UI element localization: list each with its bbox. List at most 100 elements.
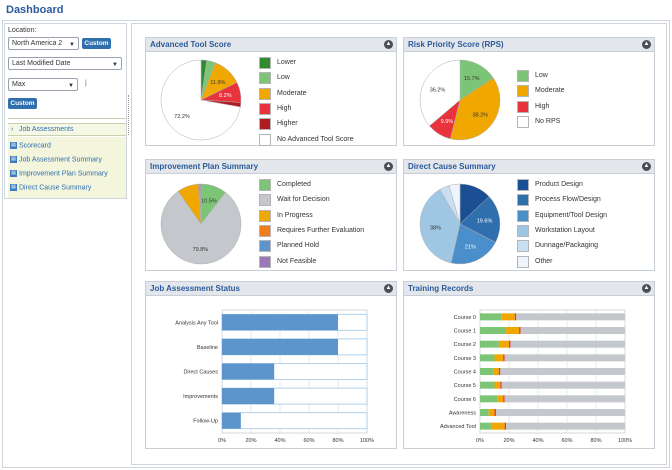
bar-segment[interactable] bbox=[480, 368, 494, 375]
bar-segment[interactable] bbox=[506, 327, 520, 334]
bar-segment[interactable] bbox=[488, 409, 495, 416]
direct-cause-panel: Direct Cause Summary ▲ 19.6% 21% 38% Produ… bbox=[403, 159, 655, 271]
bar-segment[interactable] bbox=[494, 354, 504, 362]
title-bar: Dashboard bbox=[0, 0, 672, 20]
bar-segment[interactable] bbox=[501, 381, 625, 389]
chevron-down-icon: ▼ bbox=[68, 83, 74, 89]
pie-slice[interactable] bbox=[160, 59, 241, 141]
location-select[interactable]: North America 2 ▼ bbox=[8, 37, 79, 50]
panel-title: Advanced Tool Score bbox=[150, 40, 232, 49]
panel-splitter[interactable] bbox=[128, 95, 130, 135]
pie-slice[interactable] bbox=[419, 59, 461, 127]
location-custom-button[interactable]: Custom bbox=[82, 38, 111, 49]
bar-segment[interactable] bbox=[493, 368, 499, 375]
bar[interactable] bbox=[222, 412, 241, 429]
bar-segment[interactable] bbox=[500, 368, 625, 375]
nav-item-scorecard[interactable]: ▤ Scorecard bbox=[10, 142, 51, 153]
bar[interactable] bbox=[222, 363, 275, 380]
legend-label: Workstation Layout bbox=[535, 226, 595, 234]
training-records-panel: Training Records ▲ 0% 20% 40% 60% 80% 100% Cou… bbox=[403, 281, 655, 449]
bar-segment[interactable] bbox=[480, 340, 499, 348]
panel-title: Job Assessment Status bbox=[150, 284, 240, 293]
bar-segment[interactable] bbox=[504, 354, 625, 362]
pie-slice[interactable] bbox=[448, 183, 461, 225]
legend-swatch bbox=[259, 102, 271, 115]
pie-slice[interactable] bbox=[199, 183, 202, 225]
nav-item-improvement-plan-summary[interactable]: ▤ Improvement Plan Summary bbox=[10, 170, 108, 181]
bar-segment[interactable] bbox=[501, 313, 515, 321]
bar-segment[interactable] bbox=[497, 395, 504, 403]
bar-segment[interactable] bbox=[495, 409, 625, 416]
bar-segment[interactable] bbox=[520, 327, 625, 334]
collapse-icon[interactable]: ▲ bbox=[384, 284, 393, 293]
y-tick-label: Course 2 bbox=[454, 342, 476, 348]
date-type-value: Last Modified Date bbox=[12, 60, 71, 67]
bar-segment[interactable] bbox=[506, 422, 625, 430]
bar-segment[interactable] bbox=[480, 313, 502, 321]
report-icon: ▤ bbox=[10, 142, 17, 149]
x-tick-label: 80% bbox=[590, 438, 601, 444]
date-type-select[interactable]: Last Modified Date ▼ bbox=[8, 57, 122, 70]
bar-segment[interactable] bbox=[503, 395, 505, 403]
y-tick-label: Analysis Any Tool bbox=[175, 320, 218, 326]
bar[interactable] bbox=[222, 388, 275, 405]
collapse-icon[interactable]: ▲ bbox=[384, 162, 393, 171]
pie-slice[interactable] bbox=[449, 77, 501, 141]
bar-segment[interactable] bbox=[498, 368, 501, 375]
collapse-icon[interactable]: ▲ bbox=[384, 40, 393, 49]
legend-label: Moderate bbox=[277, 89, 307, 97]
panel-title: Training Records bbox=[408, 284, 474, 293]
bar-segment[interactable] bbox=[514, 313, 517, 321]
pie-data-label: 15.7% bbox=[464, 76, 480, 82]
bar-segment[interactable] bbox=[480, 381, 495, 389]
bar-segment[interactable] bbox=[494, 409, 496, 416]
collapse-icon[interactable]: ▲ bbox=[642, 40, 651, 49]
nav-item-direct-cause-summary[interactable]: ▤ Direct Cause Summary bbox=[10, 184, 91, 195]
legend-swatch bbox=[259, 87, 271, 100]
bar-segment[interactable] bbox=[504, 422, 507, 430]
chevron-down-icon: ▼ bbox=[69, 42, 75, 48]
bar-segment[interactable] bbox=[494, 381, 501, 389]
nav-section-job-assessments[interactable]: › Job Assessments bbox=[8, 123, 126, 136]
bar-segment[interactable] bbox=[510, 340, 625, 348]
y-tick-label: Improvements bbox=[183, 394, 218, 400]
range-select[interactable]: Max ▼ bbox=[8, 78, 78, 91]
improvement-plan-pie: 10.5% 79.8% bbox=[160, 183, 242, 265]
y-tick-label: Course 1 bbox=[454, 329, 476, 335]
legend-swatch bbox=[517, 209, 529, 222]
bar-segment[interactable] bbox=[480, 327, 507, 334]
nav-item-job-assessment-summary[interactable]: ▤ Job Assessment Summary bbox=[10, 156, 102, 167]
bar-segment[interactable] bbox=[491, 422, 505, 430]
bar-segment[interactable] bbox=[480, 354, 495, 362]
divider bbox=[8, 118, 126, 119]
bar-segment[interactable] bbox=[480, 422, 492, 430]
bar-segment[interactable] bbox=[509, 340, 511, 348]
pie-slice[interactable] bbox=[459, 196, 501, 243]
bar-segment[interactable] bbox=[503, 354, 505, 362]
bar-segment[interactable] bbox=[480, 409, 489, 416]
bar[interactable] bbox=[222, 338, 338, 355]
bar-segment[interactable] bbox=[480, 395, 498, 403]
pie-slice[interactable] bbox=[450, 223, 496, 265]
bar[interactable] bbox=[222, 314, 338, 331]
bar-segment[interactable] bbox=[498, 340, 509, 348]
pie-slice[interactable] bbox=[160, 190, 242, 265]
bar-segment[interactable] bbox=[504, 395, 625, 403]
legend-label: Dunnage/Packaging bbox=[535, 242, 599, 250]
y-tick-label: Awareness bbox=[449, 411, 476, 417]
bar-segment[interactable] bbox=[516, 313, 625, 321]
collapse-icon[interactable]: ▲ bbox=[642, 162, 651, 171]
legend-swatch bbox=[517, 85, 529, 98]
rps-panel: Risk Priority Score (RPS) ▲ 15.7% 38.2% 9.… bbox=[403, 37, 655, 146]
bar-segment[interactable] bbox=[500, 381, 502, 389]
collapse-icon[interactable]: ▲ bbox=[642, 284, 651, 293]
legend-swatch bbox=[259, 133, 271, 146]
job-assessment-status-panel: Job Assessment Status ▲ 0% 20% 40% 60% 80% 10… bbox=[145, 281, 397, 449]
legend-label: No Advanced Tool Score bbox=[277, 135, 354, 143]
bar-segment[interactable] bbox=[519, 327, 521, 334]
y-tick-label: Direct Causes bbox=[183, 370, 218, 376]
nav-item-label: Job Assessment Summary bbox=[19, 156, 102, 164]
legend-swatch bbox=[517, 224, 529, 237]
pie-slice[interactable] bbox=[419, 189, 461, 264]
range-custom-button[interactable]: Custom bbox=[8, 98, 37, 109]
